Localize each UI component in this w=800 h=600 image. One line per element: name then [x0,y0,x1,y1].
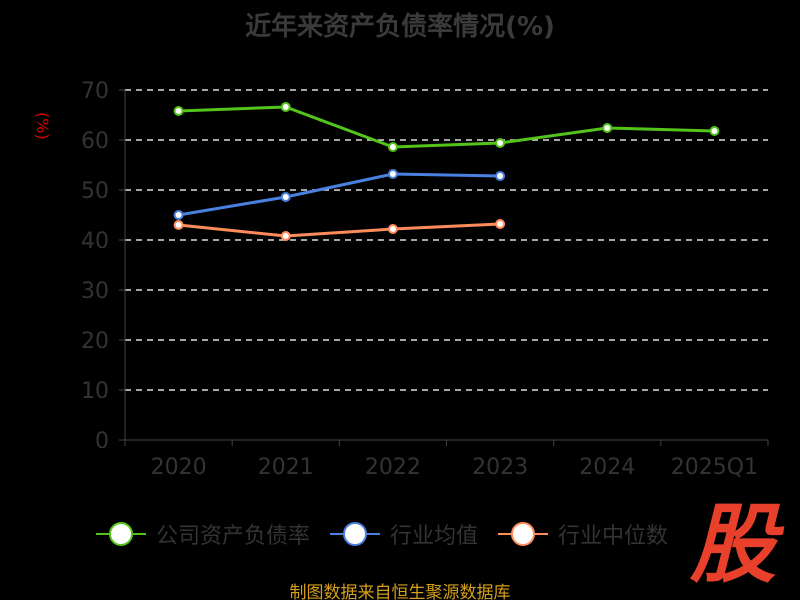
legend: 公司资产负债率 行业均值 行业中位数 [96,518,668,550]
legend-marker-icon [330,522,381,546]
x-tick-label: 2020 [151,455,207,480]
x-tick-label: 2024 [579,455,635,480]
legend-label: 行业中位数 [558,524,669,549]
data-point [495,219,506,229]
series-line [178,172,501,217]
legend-marker-icon [498,522,549,546]
y-tick-label: 10 [81,379,109,404]
y-tick-label: 50 [81,179,109,204]
data-point [280,192,291,202]
data-point [387,169,398,179]
y-tick-label: 70 [81,79,109,104]
legend-marker-icon [96,522,146,546]
data-point [280,231,291,241]
data-point [173,220,184,230]
chart-title: 近年来资产负债率情况(%) [245,12,555,42]
data-point [495,171,506,181]
data-point [173,210,184,220]
x-tick-label: 2025Q1 [671,455,758,480]
data-point [387,142,398,152]
legend-item[interactable]: 行业中位数 [498,518,668,550]
y-tick-label: 0 [95,429,109,454]
data-point [280,102,291,112]
data-point [387,224,398,234]
y-tick-label: 40 [81,229,109,254]
data-point [173,106,184,116]
source-note: 制图数据来自恒生聚源数据库 [289,583,511,600]
y-tick-label: 30 [81,279,109,304]
x-tick-label: 2023 [472,455,528,480]
legend-item[interactable]: 行业均值 [330,518,478,550]
legend-item[interactable]: 公司资产负债率 [96,518,310,550]
legend-label: 行业均值 [390,524,479,549]
y-tick-label: 60 [81,129,109,154]
x-tick-label: 2022 [365,455,421,480]
logo: 股 [684,500,782,590]
y-tick-label: 20 [81,329,109,354]
legend-label: 公司资产负债率 [156,524,311,549]
x-tick-label: 2021 [258,455,314,480]
series-line [178,105,715,149]
data-point [495,138,506,148]
data-point [709,126,720,136]
series-line [178,222,501,238]
data-point [602,123,613,133]
